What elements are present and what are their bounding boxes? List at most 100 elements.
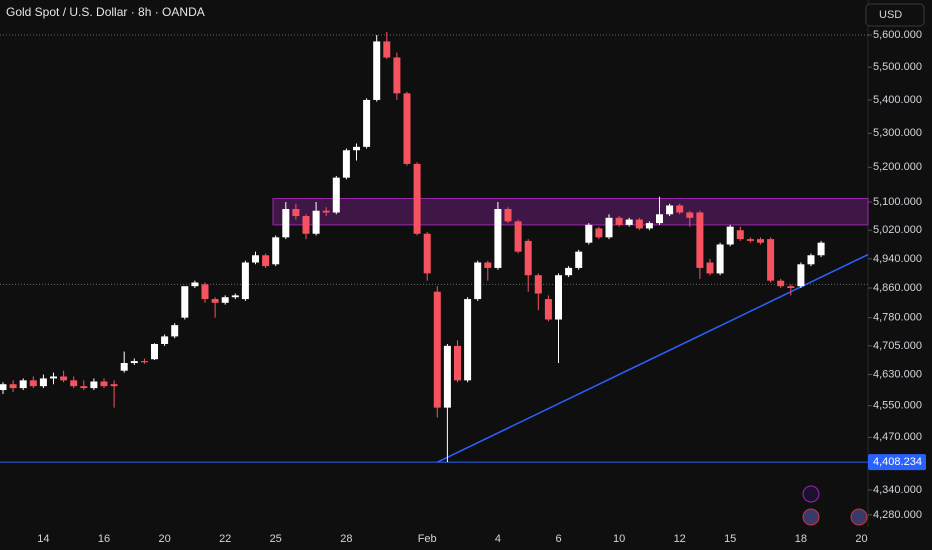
candle-body	[777, 280, 785, 287]
y-tick-label: 5,600.000	[873, 29, 922, 41]
candle-body	[373, 41, 381, 100]
x-tick-label: 14	[37, 533, 49, 545]
candle-body	[736, 230, 744, 240]
candle-body	[120, 363, 128, 371]
flag-icon[interactable]	[850, 508, 868, 526]
candle-body	[605, 217, 613, 238]
y-tick-label: 4,630.000	[873, 368, 922, 380]
candle-body	[555, 275, 562, 320]
x-tick-label: 20	[158, 533, 170, 545]
x-tick-label: 22	[219, 533, 231, 545]
candle-body	[110, 384, 118, 387]
candle-body	[100, 381, 108, 387]
y-tick-label: 4,705.000	[873, 340, 922, 352]
y-tick-label: 5,200.000	[873, 161, 922, 173]
x-tick-label: 6	[555, 533, 561, 545]
candle-body	[474, 262, 482, 300]
candle-body	[181, 286, 189, 318]
candle-body	[60, 376, 68, 381]
candle-body	[262, 255, 270, 267]
candle-body	[171, 325, 179, 337]
candle-body	[645, 223, 653, 229]
y-tick-label: 4,550.000	[873, 400, 922, 412]
candle-body	[757, 239, 764, 243]
x-tick-label: 25	[270, 533, 282, 545]
candle-body	[302, 216, 310, 234]
candle-body	[696, 212, 704, 268]
candle-body	[383, 41, 391, 58]
x-tick-label: 20	[855, 533, 867, 545]
x-tick-label: 28	[340, 533, 352, 545]
candle-body	[322, 210, 330, 213]
candle-body	[716, 244, 724, 274]
candle-body	[686, 212, 694, 218]
candle-body	[221, 297, 229, 303]
chart-title: Gold Spot / U.S. Dollar · 8h · OANDA	[6, 5, 205, 19]
candle-body	[90, 381, 98, 389]
candle-body	[353, 146, 360, 151]
currency-label[interactable]: USD	[879, 9, 902, 21]
currency-button[interactable]	[865, 3, 925, 27]
candle-body	[130, 361, 138, 364]
candle-body	[151, 343, 158, 360]
x-tick-label: 18	[795, 533, 807, 545]
candle-body	[272, 237, 280, 265]
candle-body	[201, 284, 209, 300]
candle-body	[393, 57, 401, 94]
candle-body	[70, 380, 78, 387]
candle-body	[484, 262, 492, 268]
candle-body	[0, 384, 7, 391]
flag-icon[interactable]	[802, 508, 820, 526]
y-tick-label: 4,280.000	[873, 509, 922, 521]
candle-body	[767, 239, 775, 281]
candle-body	[332, 177, 340, 213]
y-tick-label: 5,020.000	[873, 224, 922, 236]
y-tick-label: 5,100.000	[873, 196, 922, 208]
candle-body	[39, 378, 47, 387]
resistance-zone	[272, 197, 869, 226]
candle-body	[29, 380, 37, 387]
candle-body	[433, 291, 441, 408]
candle-body	[9, 384, 17, 389]
candle-body	[534, 275, 542, 294]
candle-body	[312, 210, 320, 234]
y-tick-label: 4,940.000	[873, 253, 922, 265]
candle-body	[342, 150, 350, 178]
candle-body	[726, 226, 734, 245]
candle-body	[656, 214, 663, 224]
y-tick-label: 4,340.000	[873, 484, 922, 496]
x-tick-label: 10	[613, 533, 625, 545]
y-tick-label: 5,300.000	[873, 127, 922, 139]
candle-body	[514, 221, 522, 252]
event-icon[interactable]	[802, 485, 820, 503]
candle-body	[241, 262, 249, 300]
trendline	[436, 253, 869, 463]
candle-body	[746, 239, 754, 241]
candle-body	[282, 208, 290, 238]
candle-body	[231, 295, 239, 298]
y-tick-label: 4,860.000	[873, 282, 922, 294]
candle-body	[797, 264, 805, 287]
candle-body	[817, 242, 825, 256]
candle-body	[292, 208, 300, 217]
candle-body	[140, 361, 148, 363]
candle-body	[666, 205, 674, 215]
candle-body	[50, 376, 57, 379]
candle-body	[413, 163, 421, 234]
candle-body	[363, 99, 371, 147]
candle-body	[494, 208, 502, 268]
candle-body	[524, 240, 532, 276]
candle-body	[504, 208, 512, 222]
x-tick-label: Feb	[418, 533, 437, 545]
candle-body	[676, 205, 684, 213]
candle-body	[595, 228, 603, 238]
candle-body	[615, 217, 623, 225]
y-tick-label: 4,780.000	[873, 312, 922, 324]
y-tick-label: 5,400.000	[873, 94, 922, 106]
price-label: 4,408.234	[873, 456, 922, 468]
candle-body	[706, 262, 714, 274]
x-tick-label: 15	[724, 533, 736, 545]
candle-body	[635, 219, 643, 229]
